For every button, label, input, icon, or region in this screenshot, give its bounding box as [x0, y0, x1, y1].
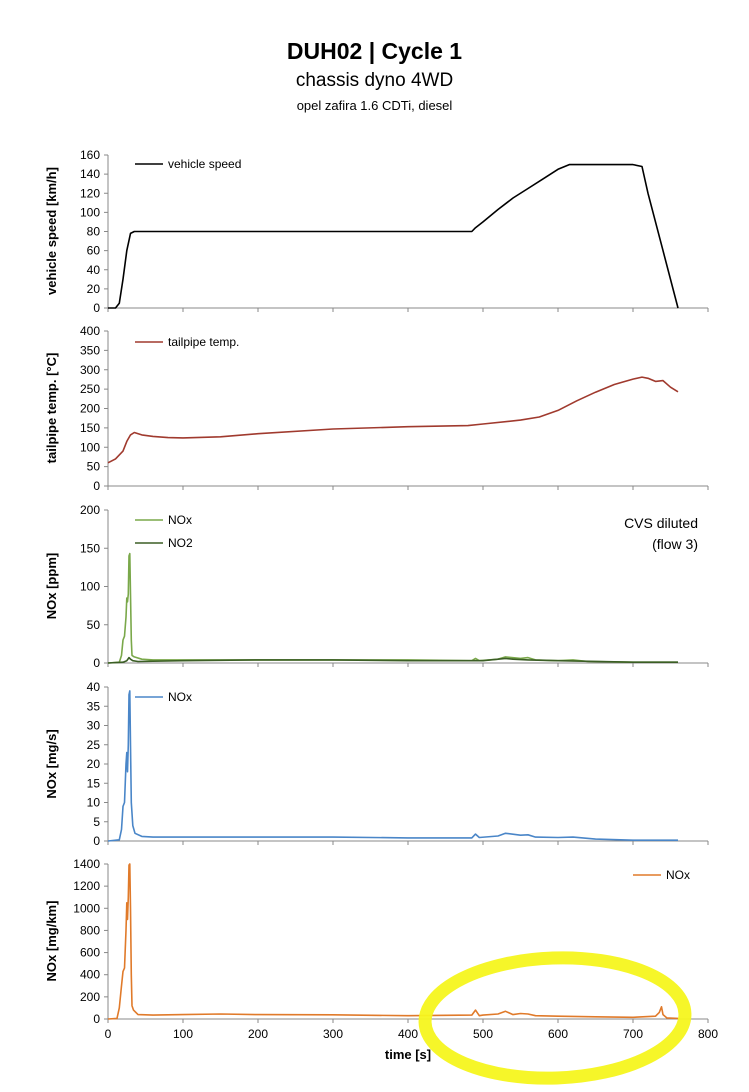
- y-tick-label: 150: [80, 421, 100, 435]
- y-tick-label: 300: [80, 363, 100, 377]
- legend-label: vehicle speed: [168, 157, 241, 171]
- series-line-mgkm-nox: [107, 863, 679, 1020]
- y-axis-label: vehicle speed [km/h]: [44, 167, 59, 295]
- x-tick-label: 600: [548, 1027, 568, 1041]
- y-axis-label: tailpipe temp. [°C]: [44, 353, 59, 464]
- x-tick-label: 200: [248, 1027, 268, 1041]
- y-tick-label: 1000: [73, 901, 100, 915]
- x-tick-label: 100: [173, 1027, 193, 1041]
- x-tick-label: 500: [473, 1027, 493, 1041]
- y-tick-label: 0: [93, 479, 100, 493]
- x-tick-label: 0: [105, 1027, 112, 1041]
- y-tick-label: 600: [80, 946, 100, 960]
- y-tick-label: 0: [93, 656, 100, 670]
- y-tick-label: 200: [80, 503, 100, 517]
- vehicle-label: opel zafira 1.6 CDTi, diesel: [296, 98, 453, 113]
- y-tick-label: 15: [87, 776, 101, 790]
- y-tick-label: 20: [87, 757, 101, 771]
- legend-label: NO2: [168, 536, 193, 550]
- y-tick-label: 5: [93, 815, 100, 829]
- y-tick-label: 40: [87, 680, 101, 694]
- y-tick-label: 30: [87, 719, 101, 733]
- y-tick-label: 400: [80, 968, 100, 982]
- y-axis-label: NOx [mg/km]: [44, 901, 59, 982]
- highlight-ellipse: [418, 951, 692, 1085]
- y-tick-label: 0: [93, 1012, 100, 1026]
- y-tick-label: 50: [87, 618, 101, 632]
- y-tick-label: 200: [80, 990, 100, 1004]
- y-tick-label: 80: [87, 225, 101, 239]
- y-tick-label: 120: [80, 186, 100, 200]
- y-tick-label: 800: [80, 923, 100, 937]
- annotation-text: (flow 3): [652, 536, 698, 552]
- y-tick-label: 0: [93, 301, 100, 315]
- x-tick-label: 700: [623, 1027, 643, 1041]
- y-axis-label: NOx [ppm]: [44, 553, 59, 619]
- legend-label: NOx: [168, 690, 192, 704]
- y-tick-label: 1200: [73, 879, 100, 893]
- y-tick-label: 1400: [73, 857, 100, 871]
- y-tick-label: 160: [80, 148, 100, 162]
- y-tick-label: 200: [80, 402, 100, 416]
- y-tick-label: 10: [87, 796, 101, 810]
- series-line-ppm-no2: [107, 656, 678, 664]
- y-tick-label: 250: [80, 382, 100, 396]
- x-axis-label: time [s]: [385, 1047, 431, 1062]
- y-tick-label: 60: [87, 244, 101, 258]
- y-tick-label: 100: [80, 205, 100, 219]
- annotation-text: CVS diluted: [624, 515, 698, 531]
- y-tick-label: 20: [87, 282, 101, 296]
- y-tick-label: 100: [80, 440, 100, 454]
- y-tick-label: 40: [87, 263, 101, 277]
- x-tick-label: 300: [323, 1027, 343, 1041]
- y-tick-label: 50: [87, 460, 101, 474]
- series-line-temp-tailpipe temp.: [107, 376, 679, 464]
- y-axis-label: NOx [mg/s]: [44, 729, 59, 798]
- chart-title: DUH02 | Cycle 1: [286, 38, 463, 64]
- y-tick-label: 0: [93, 834, 100, 848]
- x-tick-label: 800: [698, 1027, 718, 1041]
- y-tick-label: 140: [80, 167, 100, 181]
- series-line-ppm-nox: [107, 552, 678, 664]
- y-tick-label: 100: [80, 580, 100, 594]
- y-tick-label: 350: [80, 343, 100, 357]
- chart-subtitle: chassis dyno 4WD: [295, 70, 454, 91]
- y-tick-label: 150: [80, 541, 100, 555]
- legend-label: NOx: [168, 513, 192, 527]
- legend-label: tailpipe temp.: [168, 335, 239, 349]
- legend-label: NOx: [666, 868, 690, 882]
- series-line-speed-vehicle speed: [108, 163, 679, 309]
- y-tick-label: 25: [87, 738, 101, 752]
- y-tick-label: 35: [87, 699, 101, 713]
- x-tick-label: 400: [398, 1027, 418, 1041]
- series-line-mgs-nox: [107, 690, 678, 842]
- y-tick-label: 400: [80, 324, 100, 338]
